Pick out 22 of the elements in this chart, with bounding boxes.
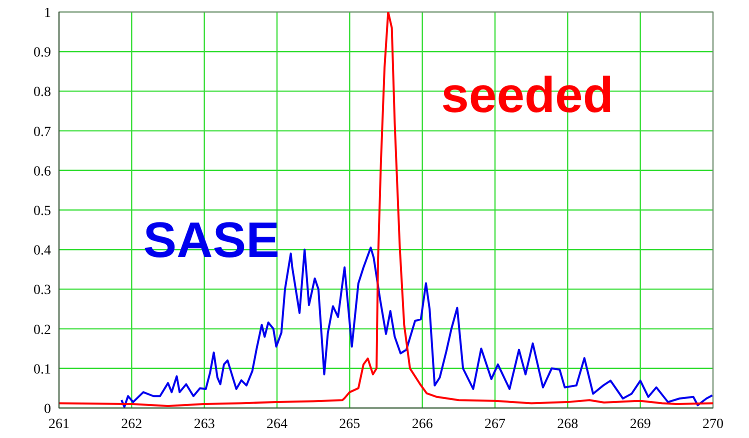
y-tick-label: 0.9 xyxy=(34,46,51,61)
x-tick-label: 269 xyxy=(630,416,651,432)
y-tick-label: 0.6 xyxy=(34,164,51,180)
x-tick-label: 266 xyxy=(412,416,433,432)
y-tick-label: 0.2 xyxy=(34,322,51,338)
y-tick-label: 0.8 xyxy=(34,85,51,100)
y-tick-label: 0.1 xyxy=(34,362,51,378)
x-tick-label: 262 xyxy=(121,416,142,432)
y-tick-label: 1 xyxy=(44,6,51,21)
x-tick-label: 263 xyxy=(194,416,215,432)
y-tick-label: 0.3 xyxy=(34,283,51,298)
line-series xyxy=(59,12,713,408)
y-tick-label: 0 xyxy=(44,402,51,417)
y-tick-label: 0.7 xyxy=(34,124,51,140)
x-tick-label: 264 xyxy=(266,416,288,432)
y-tick-label: 0.4 xyxy=(34,244,51,259)
x-tick-label: 268 xyxy=(557,416,578,432)
x-tick-label: 267 xyxy=(484,416,506,432)
y-tick-label: 0.5 xyxy=(34,204,51,219)
x-tick-label: 265 xyxy=(339,416,360,432)
x-tick-label: 261 xyxy=(48,416,70,432)
x-tick-label: 270 xyxy=(702,416,724,432)
